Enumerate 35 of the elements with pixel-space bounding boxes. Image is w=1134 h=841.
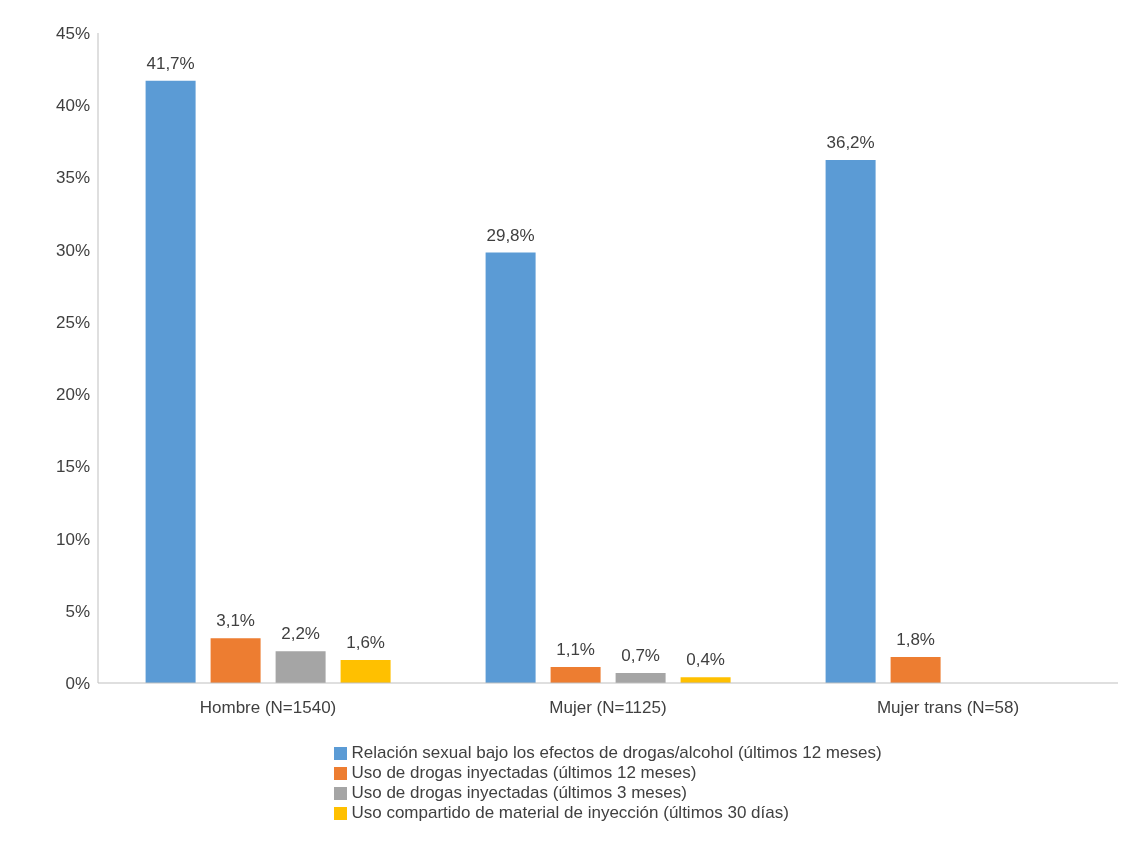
- y-tick-label: 5%: [65, 601, 90, 621]
- y-tick-label: 30%: [55, 240, 90, 260]
- data-label: 1,6%: [346, 632, 385, 652]
- data-label: 1,1%: [556, 640, 595, 660]
- x-tick-label: Mujer trans (N=58): [876, 698, 1020, 718]
- data-label: 29,8%: [486, 225, 535, 245]
- data-label: 2,2%: [281, 624, 320, 644]
- data-label: 41,7%: [146, 53, 195, 73]
- bar: [275, 651, 326, 683]
- data-label: 36,2%: [826, 133, 875, 153]
- bar: [145, 80, 196, 683]
- y-tick-label: 0%: [65, 674, 90, 694]
- bar: [485, 252, 536, 683]
- y-tick-label: 15%: [55, 457, 90, 477]
- bar: [210, 638, 261, 683]
- y-tick-label: 20%: [55, 385, 90, 405]
- legend-label: Relación sexual bajo los efectos de drogas/alcohol (últimos 12 meses): [351, 743, 882, 762]
- x-tick-label: Hombre (N=1540): [199, 698, 337, 718]
- y-tick-label: 35%: [55, 168, 90, 188]
- legend-label: Uso de drogas inyectadas (últimos 12 meses): [351, 763, 697, 782]
- data-label: 1,8%: [896, 630, 935, 649]
- bar: [340, 659, 391, 683]
- legend-label: Uso de drogas inyectadas (últimos 3 meses): [351, 783, 687, 802]
- data-label: 3,1%: [216, 611, 255, 631]
- y-tick-label: 25%: [55, 312, 90, 332]
- y-tick-label: 45%: [55, 24, 90, 44]
- bar: [550, 667, 601, 683]
- x-tick-label: Mujer (N=1125): [549, 698, 667, 718]
- legend-label: Uso compartido de material de inyección (últimos 30 días): [351, 803, 789, 822]
- bar: [890, 657, 941, 683]
- bar: [825, 160, 876, 683]
- y-tick-label: 10%: [55, 529, 90, 549]
- data-label: 0,4%: [686, 650, 725, 670]
- data-label: 0,7%: [621, 645, 660, 665]
- y-tick-label: 40%: [55, 96, 90, 116]
